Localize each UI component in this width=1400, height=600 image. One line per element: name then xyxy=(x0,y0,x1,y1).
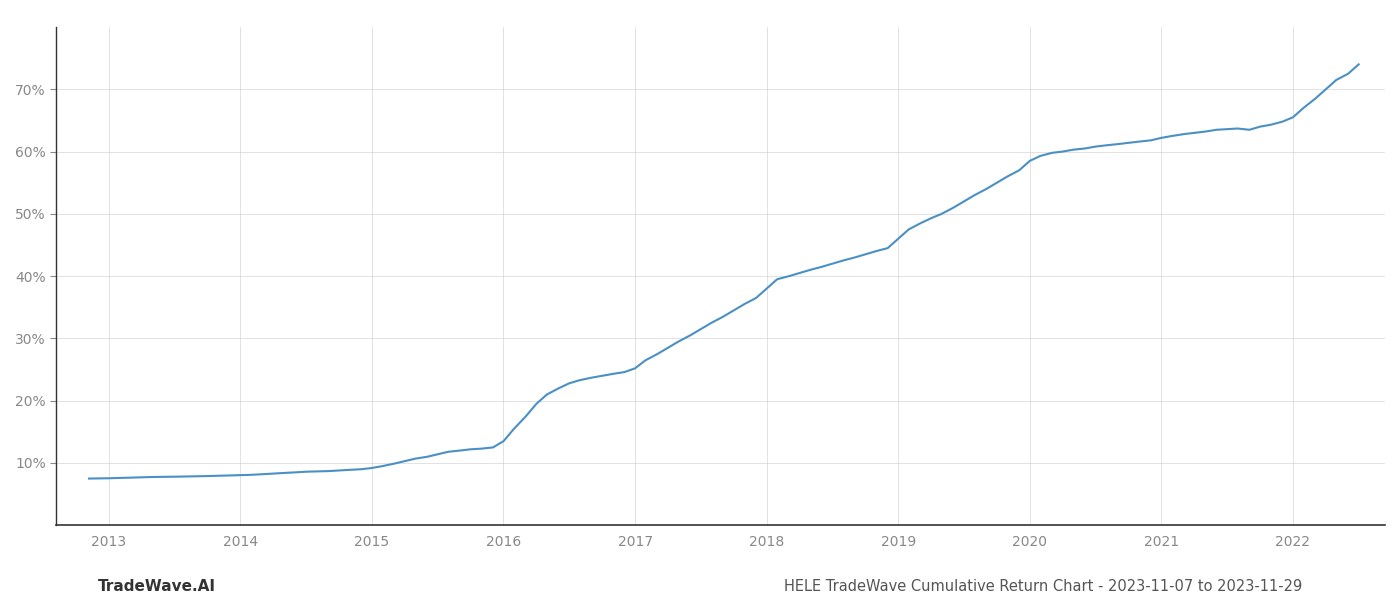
Text: TradeWave.AI: TradeWave.AI xyxy=(98,579,216,594)
Text: HELE TradeWave Cumulative Return Chart - 2023-11-07 to 2023-11-29: HELE TradeWave Cumulative Return Chart -… xyxy=(784,579,1302,594)
